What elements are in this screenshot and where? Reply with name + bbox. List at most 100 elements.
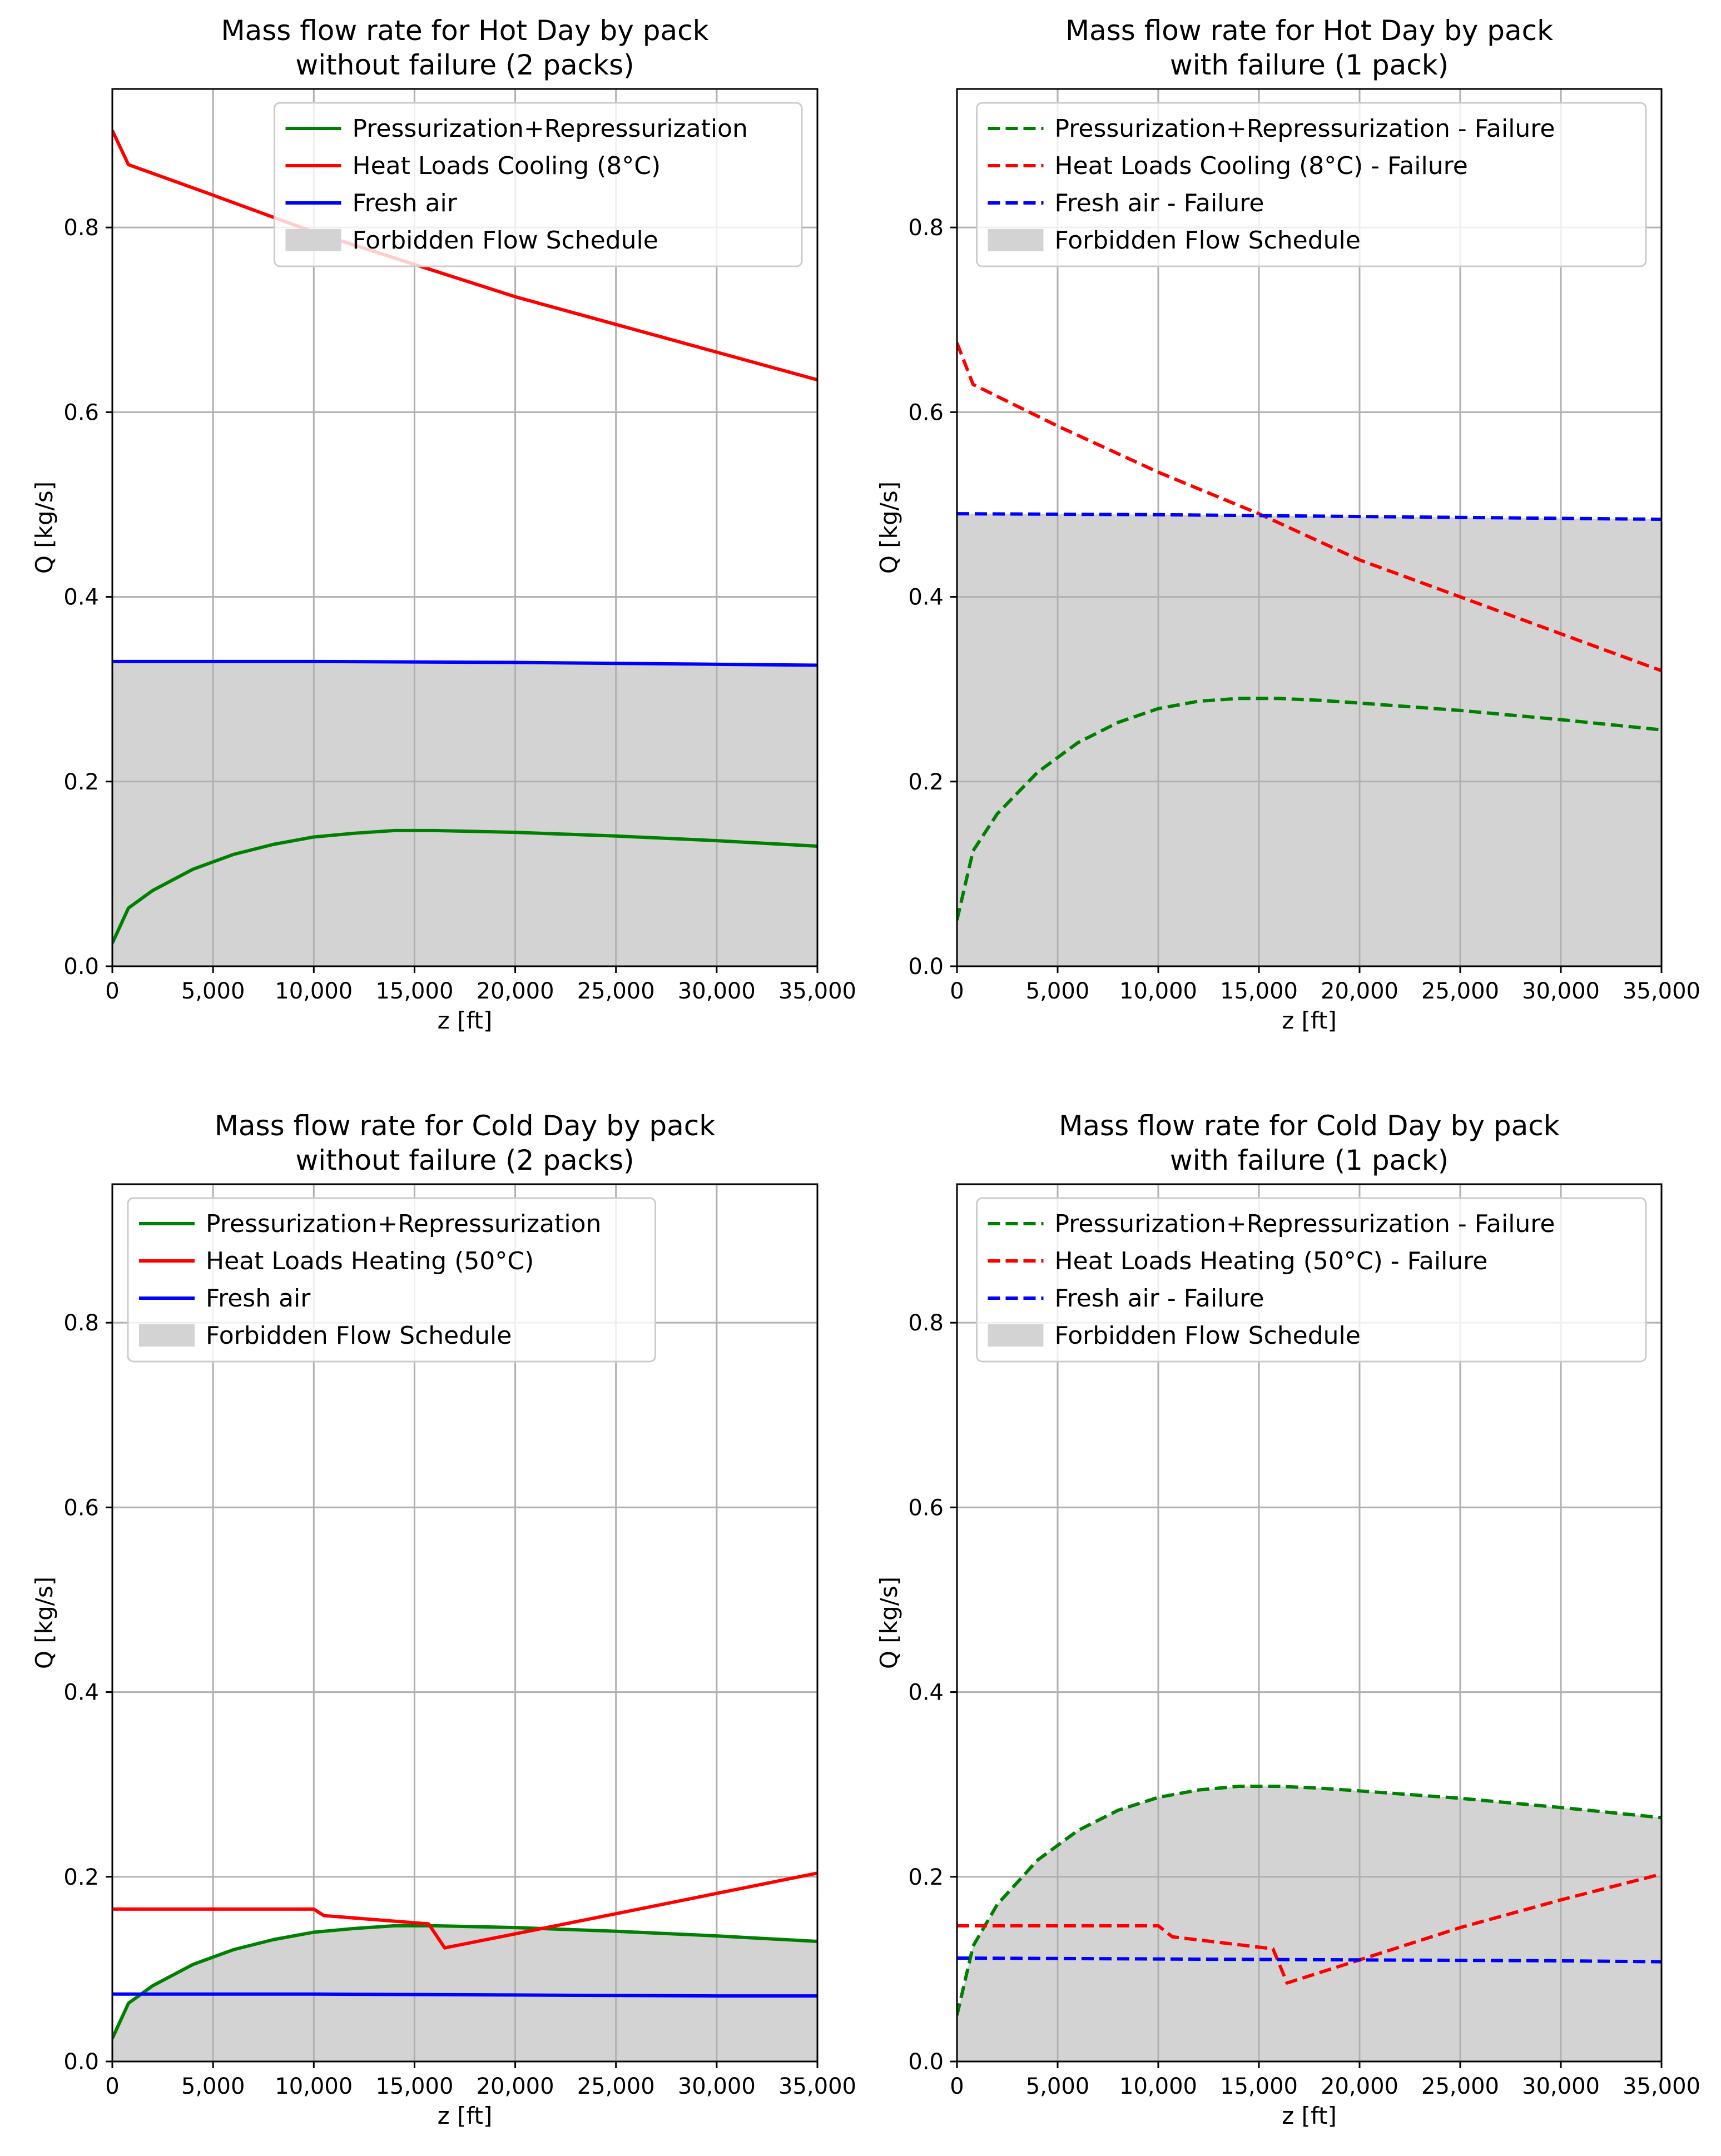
y-axis-label: Q [kg/s]	[875, 481, 902, 574]
x-tick-label: 30,000	[1522, 2074, 1600, 2099]
legend: Pressurization+Repressurization Heat Load…	[274, 102, 803, 267]
x-axis-label: z [ft]	[438, 1007, 493, 1034]
x-tick-label: 20,000	[477, 978, 554, 1004]
legend-entry-label: Forbidden Flow Schedule	[1055, 1322, 1361, 1350]
y-tick-label: 0.0	[63, 2049, 99, 2075]
x-tick-label: 0	[105, 978, 119, 1004]
legend-entry-label: Fresh air - Failure	[1055, 189, 1264, 217]
series-line-blue	[957, 1956, 1662, 1964]
x-tick-label: 0	[950, 2074, 964, 2099]
x-tick-label: 5,000	[1026, 978, 1090, 1004]
x-tick-label: 15,000	[1220, 978, 1298, 1004]
y-tick-label: 0.4	[63, 1680, 99, 1706]
x-tick-label: 35,000	[778, 978, 856, 1004]
x-axis-label: z [ft]	[438, 2102, 493, 2129]
y-tick-label: 0.8	[63, 1310, 99, 1336]
y-tick-label: 0.4	[908, 585, 944, 610]
x-tick-label: 25,000	[1421, 2074, 1499, 2099]
y-tick-label: 0.6	[908, 400, 944, 425]
legend-entry-label: Heat Loads Cooling (8°C)	[353, 152, 661, 180]
forbidden-region	[957, 514, 1662, 966]
y-tick-label: 0.2	[908, 1865, 944, 1890]
series-line-green	[112, 1924, 817, 2039]
series-line-red	[957, 1872, 1662, 1985]
y-tick-label: 0.2	[63, 1865, 99, 1890]
chart-title: Mass flow rate for Cold Day by pack	[1059, 1110, 1559, 1142]
chart-title: without failure (2 packs)	[295, 1144, 634, 1176]
x-tick-label: 10,000	[1119, 978, 1197, 1004]
y-axis-label: Q [kg/s]	[31, 1577, 58, 1669]
series-line-green	[112, 828, 817, 944]
legend-entry-label: Heat Loads Heating (50°C)	[206, 1247, 534, 1275]
series-line-red	[957, 342, 1662, 673]
chart-title: Mass flow rate for Cold Day by pack	[215, 1110, 715, 1142]
legend-entry-label: Forbidden Flow Schedule	[353, 226, 658, 255]
y-tick-label: 0.0	[908, 2049, 944, 2075]
x-tick-label: 25,000	[577, 978, 655, 1004]
y-tick-label: 0.6	[908, 1495, 944, 1521]
x-tick-label: 20,000	[1321, 2074, 1398, 2099]
x-tick-label: 30,000	[1522, 978, 1600, 1004]
legend-patch-forbidden	[285, 229, 341, 251]
x-tick-label: 10,000	[275, 2074, 353, 2099]
series-line-green	[957, 1785, 1662, 2016]
x-tick-label: 25,000	[577, 2074, 655, 2099]
legend-entry-label: Fresh air - Failure	[1055, 1284, 1264, 1313]
legend-patch-forbidden	[988, 1324, 1044, 1347]
y-tick-label: 0.8	[908, 215, 944, 241]
y-tick-label: 0.8	[908, 1310, 944, 1336]
y-tick-label: 0.0	[908, 954, 944, 980]
forbidden-region	[112, 661, 817, 966]
chart-title: with failure (1 pack)	[1170, 49, 1449, 81]
axes-frame	[111, 1183, 819, 2063]
x-tick-label: 0	[950, 978, 964, 1004]
legend-entry-label: Pressurization+Repressurization	[353, 115, 748, 143]
axes-frame	[956, 1183, 1663, 2063]
x-tick-label: 15,000	[375, 2074, 453, 2099]
chart-title: without failure (2 packs)	[295, 49, 634, 81]
legend-entry-label: Fresh air	[206, 1284, 311, 1313]
y-tick-label: 0.4	[908, 1680, 944, 1706]
x-tick-label: 10,000	[1119, 2074, 1197, 2099]
x-tick-label: 35,000	[1623, 2074, 1700, 2099]
x-tick-label: 15,000	[375, 978, 453, 1004]
x-tick-label: 25,000	[1421, 978, 1499, 1004]
x-tick-label: 0	[105, 2074, 119, 2099]
x-tick-label: 5,000	[181, 2074, 245, 2099]
series-line-blue	[112, 1992, 817, 1998]
forbidden-region	[957, 1786, 1662, 2061]
y-tick-label: 0.2	[908, 769, 944, 795]
legend-patch-forbidden	[988, 229, 1044, 251]
axes-frame	[956, 88, 1663, 967]
y-tick-label: 0.6	[63, 1495, 99, 1521]
y-tick-label: 0.2	[63, 769, 99, 795]
subplot-4: 0 5,000 10,000 15,000 20,000 25,000 30,000 35,0…	[875, 1110, 1700, 2129]
legend-box	[127, 1197, 656, 1363]
series-line-blue	[112, 659, 817, 667]
y-axis-label: Q [kg/s]	[31, 481, 58, 574]
y-tick-label: 0.6	[63, 400, 99, 425]
x-tick-label: 30,000	[678, 2074, 756, 2099]
legend: Pressurization+Repressurization - Failur…	[976, 102, 1647, 267]
x-tick-label: 20,000	[477, 2074, 554, 2099]
subplot-3: 0 5,000 10,000 15,000 20,000 25,000 30,000 35,0…	[31, 1110, 856, 2129]
x-tick-label: 35,000	[778, 2074, 856, 2099]
legend-entry-label: Pressurization+Repressurization - Failur…	[1055, 1210, 1555, 1238]
legend-box	[976, 1197, 1647, 1363]
legend-entry-label: Heat Loads Heating (50°C) - Failure	[1055, 1247, 1488, 1275]
chart-title: with failure (1 pack)	[1170, 1144, 1449, 1176]
y-tick-label: 0.4	[63, 585, 99, 610]
y-tick-label: 0.8	[63, 215, 99, 241]
legend-box	[976, 102, 1647, 267]
x-axis-label: z [ft]	[1282, 1007, 1337, 1034]
legend-entry-label: Forbidden Flow Schedule	[206, 1322, 512, 1350]
x-tick-label: 35,000	[1623, 978, 1700, 1004]
x-axis-label: z [ft]	[1282, 2102, 1337, 2129]
chart-title: Mass flow rate for Hot Day by pack	[221, 14, 708, 47]
x-tick-label: 30,000	[678, 978, 756, 1004]
series-line-blue	[957, 512, 1662, 521]
series-line-green	[957, 697, 1662, 921]
y-tick-label: 0.0	[63, 954, 99, 980]
legend-entry-label: Heat Loads Cooling (8°C) - Failure	[1055, 152, 1468, 180]
